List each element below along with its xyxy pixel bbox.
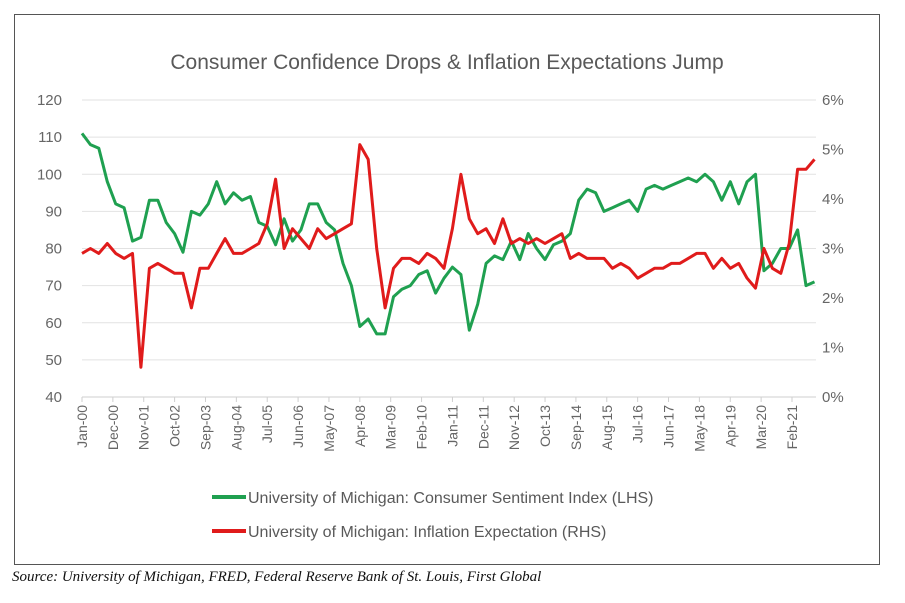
y-tick-label-left: 120 (37, 92, 62, 109)
x-tick-label: Dec-11 (475, 405, 491, 449)
legend-label: University of Michigan: Consumer Sentime… (248, 490, 654, 507)
x-tick-label: Apr-19 (722, 405, 738, 447)
x-tick-label: Aug-04 (228, 405, 244, 450)
y-tick-label-right: 6% (822, 92, 844, 109)
x-tick-label: Nov-12 (506, 405, 522, 450)
y-tick-label-left: 80 (45, 241, 62, 258)
source-note: Source: University of Michigan, FRED, Fe… (12, 569, 542, 585)
y-tick-label-right: 0% (822, 389, 844, 406)
x-tick-label: Sep-14 (568, 405, 584, 450)
x-tick-label: Oct-02 (167, 405, 183, 447)
legend-label: University of Michigan: Inflation Expect… (248, 524, 606, 541)
x-tick-label: Feb-10 (414, 405, 430, 450)
x-tick-label: Aug-15 (599, 405, 615, 450)
y-tick-label-left: 100 (37, 166, 62, 183)
x-tick-label: May-18 (691, 405, 707, 452)
chart-title: Consumer Confidence Drops & Inflation Ex… (170, 51, 723, 74)
x-tick-label: Jun-06 (290, 405, 306, 448)
y-tick-label-right: 2% (822, 290, 844, 307)
x-tick-label: Apr-08 (352, 405, 368, 447)
sentiment-series-line (80, 132, 816, 336)
inflation-series-line (81, 143, 816, 369)
y-tick-label-right: 1% (822, 340, 844, 357)
y-tick-label-right: 3% (822, 241, 844, 258)
y-tick-label-right: 5% (822, 142, 844, 159)
y-tick-label-left: 40 (45, 389, 62, 406)
x-tick-label: Jul-05 (259, 405, 275, 443)
x-tick-label: Sep-03 (197, 405, 213, 450)
y-tick-label-left: 50 (45, 352, 62, 369)
x-tick-label: Nov-01 (136, 405, 152, 450)
chart-frame (14, 14, 880, 565)
x-tick-label: Oct-13 (537, 405, 553, 447)
y-tick-label-left: 60 (45, 315, 62, 332)
y-tick-label-left: 70 (45, 278, 62, 295)
y-tick-label-left: 90 (45, 203, 62, 220)
x-tick-label: Feb-21 (784, 405, 800, 450)
x-tick-label: Jan-11 (444, 405, 460, 447)
x-tick-label: Jan-00 (74, 405, 90, 448)
x-tick-label: Jul-16 (630, 405, 646, 443)
x-tick-label: Jun-17 (661, 405, 677, 448)
x-tick-label: Mar-20 (753, 405, 769, 450)
x-tick-label: Mar-09 (383, 405, 399, 450)
y-tick-label-left: 110 (38, 129, 62, 146)
x-tick-label: May-07 (321, 405, 337, 452)
y-tick-label-right: 4% (822, 191, 844, 208)
x-tick-label: Dec-00 (105, 405, 121, 450)
